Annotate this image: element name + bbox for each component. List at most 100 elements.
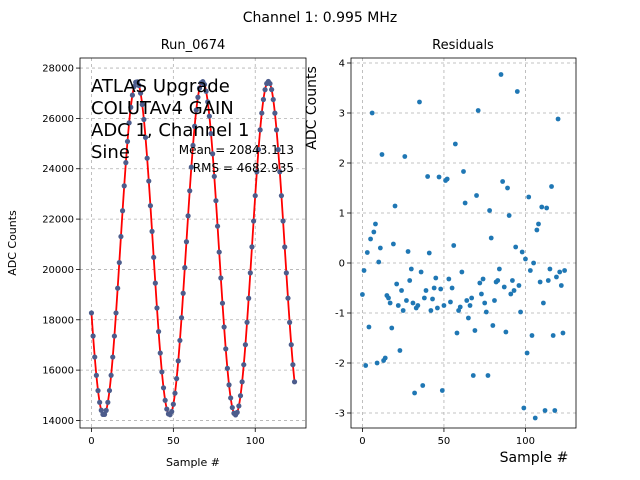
residual-point bbox=[392, 203, 398, 209]
residual-point bbox=[435, 305, 440, 311]
left-y-axis-label: ADC Counts bbox=[6, 210, 19, 276]
sample-point bbox=[254, 169, 260, 175]
info-line-3: ADC 1, Channel 1 bbox=[91, 120, 249, 141]
right-ticks: 0 50 100 -3 -2 -1 0 1 2 3 4 bbox=[335, 59, 535, 448]
residual-point bbox=[373, 221, 378, 227]
residual-point bbox=[382, 355, 388, 361]
sample-point bbox=[190, 142, 196, 149]
residual-point bbox=[412, 390, 417, 396]
residual-point bbox=[510, 278, 515, 283]
residual-point bbox=[436, 174, 442, 180]
right-grid bbox=[351, 58, 576, 428]
residual-point bbox=[552, 408, 558, 413]
residual-point bbox=[554, 274, 559, 280]
right-y-tick-label: -1 bbox=[335, 309, 345, 320]
sample-point bbox=[118, 233, 124, 240]
right-y-tick-label: -2 bbox=[335, 359, 345, 370]
sample-point bbox=[137, 90, 144, 96]
sample-point bbox=[242, 342, 249, 348]
sample-point bbox=[119, 208, 126, 214]
sample-point bbox=[249, 244, 255, 250]
residual-point bbox=[513, 244, 519, 250]
residual-point bbox=[483, 309, 489, 315]
residual-point bbox=[558, 283, 564, 288]
residual-point bbox=[508, 291, 514, 297]
residual-point bbox=[519, 249, 525, 255]
residual-point bbox=[492, 298, 497, 303]
residual-point bbox=[550, 333, 556, 338]
sample-point bbox=[175, 358, 181, 364]
sample-point bbox=[244, 319, 250, 325]
residual-point bbox=[477, 280, 483, 286]
residual-point bbox=[364, 250, 370, 255]
residual-point bbox=[523, 256, 528, 262]
sample-point bbox=[247, 270, 253, 276]
sample-point bbox=[142, 134, 149, 141]
sample-point bbox=[123, 160, 129, 166]
right-x-axis-label: Sample # bbox=[500, 450, 569, 466]
sample-point bbox=[185, 213, 191, 219]
sample-point bbox=[280, 218, 286, 224]
right-x-tick-label: 50 bbox=[438, 436, 451, 447]
sample-point bbox=[124, 138, 131, 145]
left-y-tick-label: 18000 bbox=[42, 315, 74, 326]
residual-point bbox=[516, 283, 522, 288]
info-line-4: Sine bbox=[91, 142, 130, 163]
residual-point bbox=[404, 298, 409, 303]
sample-point bbox=[192, 123, 198, 129]
sample-point bbox=[88, 310, 95, 316]
info-line-2: COLUTAv4 GAIN bbox=[91, 98, 234, 119]
sample-point bbox=[219, 300, 226, 306]
residual-point bbox=[470, 373, 476, 378]
residual-point bbox=[540, 300, 546, 306]
residual-point bbox=[547, 266, 553, 272]
left-x-axis-label: Sample # bbox=[166, 456, 220, 469]
left-grid bbox=[80, 58, 306, 428]
residual-point bbox=[361, 268, 367, 273]
residual-point bbox=[366, 324, 372, 330]
residual-point bbox=[405, 249, 411, 254]
sample-point bbox=[203, 88, 209, 94]
residual-point bbox=[415, 303, 421, 308]
residual-point bbox=[387, 300, 393, 306]
sample-point bbox=[116, 259, 122, 266]
sample-point bbox=[267, 80, 273, 87]
sample-point bbox=[128, 104, 134, 110]
sample-point bbox=[224, 365, 230, 371]
residual-point bbox=[400, 308, 406, 313]
residual-point bbox=[526, 194, 532, 200]
sample-point bbox=[160, 385, 167, 391]
sample-point bbox=[101, 411, 108, 417]
sample-point bbox=[236, 403, 242, 409]
residual-point bbox=[452, 141, 458, 147]
sample-point bbox=[259, 110, 265, 116]
residual-point bbox=[402, 154, 408, 159]
residual-point bbox=[397, 348, 403, 353]
sample-point bbox=[214, 223, 221, 229]
left-y-tick-label: 14000 bbox=[42, 416, 74, 427]
sample-point bbox=[98, 407, 104, 413]
sample-point bbox=[234, 409, 240, 415]
residual-point bbox=[408, 266, 414, 272]
sample-point bbox=[195, 94, 201, 100]
left-y-tick-label: 28000 bbox=[42, 64, 74, 75]
sample-point bbox=[216, 249, 222, 255]
sample-point bbox=[237, 393, 244, 399]
residual-point bbox=[467, 303, 473, 308]
left-y-tick-label: 26000 bbox=[42, 114, 74, 125]
residual-point bbox=[441, 303, 447, 308]
residual-point bbox=[377, 245, 383, 251]
sample-point bbox=[218, 275, 224, 281]
residual-point bbox=[475, 108, 481, 113]
sample-point bbox=[205, 99, 211, 105]
residual-point bbox=[542, 408, 548, 413]
residual-point bbox=[532, 415, 538, 421]
residual-point bbox=[529, 333, 535, 338]
sample-point bbox=[285, 295, 291, 301]
sample-point bbox=[223, 346, 229, 352]
sample-point bbox=[90, 333, 96, 339]
sample-point bbox=[269, 86, 275, 93]
sample-point bbox=[211, 173, 217, 180]
residual-point bbox=[433, 275, 439, 281]
